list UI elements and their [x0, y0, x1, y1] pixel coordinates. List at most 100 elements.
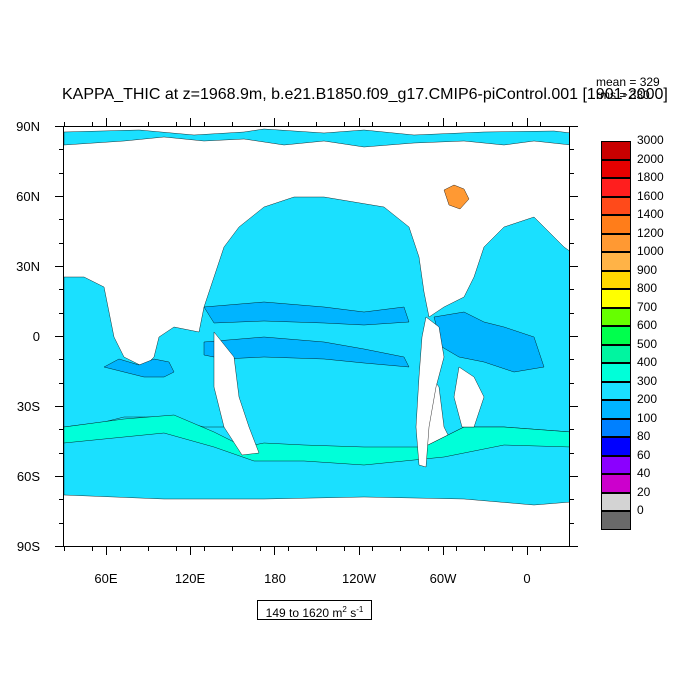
- colorbar-swatch: [601, 159, 631, 178]
- arctic-ocean: [64, 128, 569, 148]
- colorbar-swatch: [601, 270, 631, 289]
- axis-tick: [527, 118, 528, 126]
- atlantic-zone: [433, 311, 545, 373]
- axis-tick: [148, 547, 149, 551]
- range-label: 149 to 1620 m2 s-1: [257, 600, 372, 620]
- colorbar-swatch: [601, 233, 631, 252]
- axis-tick: [59, 265, 63, 267]
- axis-tick: [59, 149, 63, 151]
- axis-tick: [59, 382, 63, 384]
- colorbar-label: 600: [637, 318, 658, 332]
- colorbar-swatch: [601, 511, 631, 530]
- axis-tick: [59, 219, 63, 221]
- axis-tick: [59, 429, 63, 431]
- axis-tick: [204, 547, 205, 551]
- colorbar-label: 700: [637, 299, 658, 314]
- colorbar-label: 3000: [637, 133, 664, 147]
- axis-tick: [570, 289, 574, 291]
- axis-tick: [120, 122, 121, 126]
- colorbar-label: 1200: [637, 225, 664, 240]
- australia-landmass: [213, 331, 260, 456]
- axis-tick: [260, 547, 261, 551]
- colorbar-swatch: [601, 455, 631, 474]
- lat-label: 60N: [16, 189, 40, 204]
- axis-tick: [570, 336, 578, 337]
- lon-label: 60E: [94, 571, 118, 586]
- lat-label: 90N: [16, 119, 40, 134]
- axis-tick: [55, 546, 63, 547]
- axis-tick: [512, 547, 513, 551]
- axis-tick: [570, 429, 574, 431]
- axis-tick: [570, 522, 574, 524]
- axis-tick: [288, 122, 289, 126]
- colorbar-swatch: [601, 252, 631, 271]
- axis-tick: [59, 126, 63, 127]
- axis-tick: [570, 335, 574, 337]
- axis-tick: [59, 499, 63, 501]
- axis-tick: [274, 118, 276, 126]
- axis-tick: [428, 547, 429, 551]
- axis-tick: [456, 122, 457, 126]
- colorbar-label: 0: [637, 503, 644, 517]
- axis-tick: [344, 122, 345, 126]
- labrador-high-zone: [443, 184, 470, 210]
- plot-title: KAPPA_THIC at z=1968.9m, b.e21.B1850.f09…: [62, 86, 668, 103]
- range-text: 149 to 1620 m: [265, 606, 343, 620]
- colorbar-swatch: [601, 307, 631, 326]
- axis-tick: [59, 289, 63, 291]
- axis-tick: [570, 195, 574, 197]
- axis-tick: [316, 122, 317, 126]
- axis-tick: [92, 122, 93, 126]
- range-sup-1: 2: [342, 605, 347, 614]
- axis-tick: [570, 359, 574, 361]
- axis-tick: [106, 547, 107, 555]
- lon-label: 0: [523, 571, 531, 586]
- lat-label: 30S: [16, 399, 40, 414]
- colorbar-swatch: [601, 381, 631, 400]
- axis-tick: [570, 452, 574, 454]
- lat-label: 30N: [16, 259, 40, 274]
- colorbar-swatch: [601, 363, 631, 382]
- axis-tick: [570, 242, 574, 244]
- colorbar-label: 20: [637, 484, 651, 499]
- axis-tick: [372, 547, 373, 551]
- axis-tick: [570, 546, 578, 547]
- colorbar-label: 1400: [637, 207, 664, 221]
- axis-tick: [540, 547, 541, 551]
- axis-tick: [570, 265, 574, 267]
- colorbar-label: 900: [637, 262, 658, 277]
- colorbar-swatch: [601, 141, 631, 160]
- axis-tick: [428, 122, 429, 126]
- colorbar-label: 800: [637, 281, 658, 295]
- south-america-landmass: [415, 316, 445, 468]
- axis-tick: [358, 547, 360, 555]
- axis-tick: [570, 312, 574, 314]
- axis-tick: [176, 547, 177, 551]
- axis-tick: [570, 406, 578, 407]
- rms-label: rms = 330: [596, 88, 650, 102]
- axis-tick: [204, 122, 205, 126]
- axis-tick: [64, 122, 65, 126]
- axis-tick: [59, 522, 63, 524]
- colorbar-label: 2000: [637, 151, 664, 166]
- axis-tick: [59, 359, 63, 361]
- axis-tick: [372, 122, 373, 126]
- colorbar-swatch: [601, 289, 631, 308]
- colorbar-label: 40: [637, 466, 651, 480]
- axis-tick: [344, 547, 345, 551]
- colorbar-label: 300: [637, 373, 658, 388]
- axis-tick: [176, 122, 177, 126]
- axis-tick: [442, 547, 444, 555]
- axis-tick: [316, 547, 317, 551]
- axis-tick: [484, 122, 485, 126]
- axis-tick: [456, 547, 457, 551]
- axis-tick: [59, 475, 63, 477]
- axis-tick: [570, 499, 574, 501]
- axis-tick: [92, 547, 93, 551]
- axis-tick: [570, 382, 574, 384]
- axis-tick: [570, 126, 578, 127]
- mean-label: mean = 329: [596, 75, 660, 89]
- axis-tick: [570, 126, 574, 127]
- axis-tick: [232, 547, 233, 551]
- axis-tick: [570, 149, 574, 151]
